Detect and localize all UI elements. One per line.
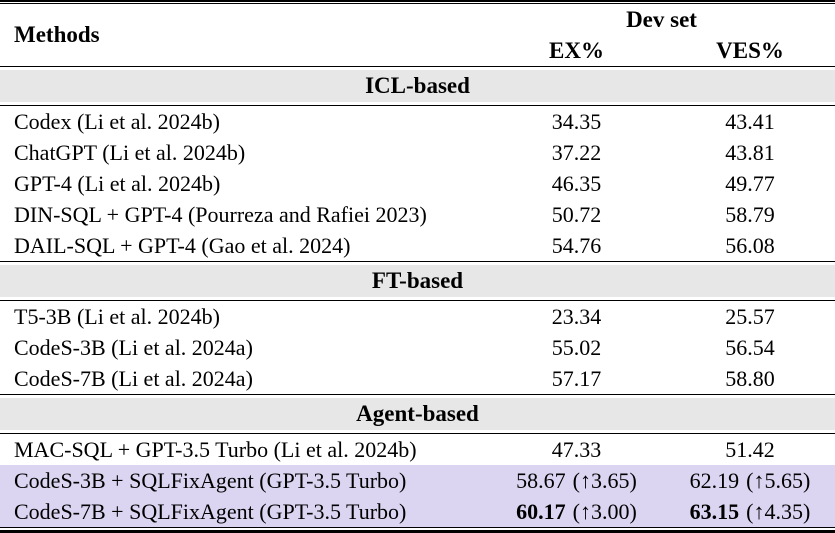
method-cell: MAC-SQL + GPT-3.5 Turbo (Li et al. 2024b… bbox=[14, 437, 417, 462]
section-title: ICL-based bbox=[0, 70, 835, 102]
table-bottom-rule-thick bbox=[0, 530, 835, 533]
table-top-rule-thick bbox=[0, 0, 835, 2]
table-row: DAIL-SQL + GPT-4 (Gao et al. 2024) 54.76… bbox=[0, 230, 835, 262]
method-cell: DAIL-SQL + GPT-4 (Gao et al. 2024) bbox=[14, 233, 351, 258]
ves-cell: 58.80 bbox=[725, 366, 775, 391]
ves-cell: 43.81 bbox=[725, 140, 775, 165]
section-header-ft-based: FT-based bbox=[0, 261, 835, 301]
ves-cell: 49.77 bbox=[725, 171, 775, 196]
ex-cell: 47.33 bbox=[551, 437, 602, 462]
ves-delta: (↑5.65) bbox=[746, 468, 811, 493]
header-row-metrics: EX% VES% bbox=[0, 35, 835, 67]
table-row-highlighted-best: CodeS-7B + SQLFixAgent (GPT-3.5 Turbo) 6… bbox=[0, 496, 835, 528]
ves-cell: 56.54 bbox=[725, 335, 775, 360]
table-row: T5-3B (Li et al. 2024b) 23.34 25.57 bbox=[0, 301, 835, 333]
ex-cell: 46.35 bbox=[551, 171, 602, 196]
table-row: GPT-4 (Li et al. 2024b) 46.35 49.77 bbox=[0, 168, 835, 199]
method-cell: T5-3B (Li et al. 2024b) bbox=[14, 304, 220, 329]
ves-value: 63.15 bbox=[689, 499, 740, 524]
ex-cell: 58.67 (↑3.65) bbox=[488, 465, 665, 496]
method-cell: CodeS-3B + SQLFixAgent (GPT-3.5 Turbo) bbox=[0, 465, 488, 496]
ex-cell: 37.22 bbox=[551, 140, 602, 165]
ex-value: 60.17 bbox=[516, 499, 566, 524]
table-row: DIN-SQL + GPT-4 (Pourreza and Rafiei 202… bbox=[0, 199, 835, 230]
ves-cell: 25.57 bbox=[725, 304, 775, 329]
col-group-dev-set: Dev set bbox=[626, 6, 697, 32]
ves-cell: 58.79 bbox=[725, 202, 775, 227]
ex-cell: 57.17 bbox=[551, 366, 602, 391]
ves-cell: 43.41 bbox=[725, 109, 775, 134]
section-header-icl-based: ICL-based bbox=[0, 66, 835, 106]
results-table: Methods Dev set EX% VES% ICL-based Codex… bbox=[0, 4, 835, 528]
header-row-group: Methods Dev set bbox=[0, 4, 835, 48]
ex-cell: 54.76 bbox=[551, 233, 602, 258]
ex-cell: 34.35 bbox=[551, 109, 602, 134]
ves-cell: 62.19 (↑5.65) bbox=[665, 465, 835, 496]
method-cell: GPT-4 (Li et al. 2024b) bbox=[14, 171, 221, 196]
ex-cell: 50.72 bbox=[551, 202, 602, 227]
section-title: FT-based bbox=[0, 265, 835, 297]
method-cell: ChatGPT (Li et al. 2024b) bbox=[14, 140, 246, 165]
method-cell: DIN-SQL + GPT-4 (Pourreza and Rafiei 202… bbox=[14, 202, 427, 227]
ex-delta: (↑3.00) bbox=[572, 499, 637, 524]
table-row: CodeS-3B (Li et al. 2024a) 55.02 56.54 bbox=[0, 332, 835, 363]
ves-value: 62.19 bbox=[689, 468, 740, 493]
table-header: Methods Dev set EX% VES% bbox=[0, 4, 835, 67]
ex-delta: (↑3.65) bbox=[572, 468, 637, 493]
method-cell: CodeS-7B (Li et al. 2024a) bbox=[14, 366, 253, 391]
ves-cell: 51.42 bbox=[725, 437, 775, 462]
table-top-rule-thin bbox=[0, 3, 835, 4]
ex-cell: 23.34 bbox=[551, 304, 602, 329]
table-row: Codex (Li et al. 2024b) 34.35 43.41 bbox=[0, 106, 835, 138]
col-header-ves: VES% bbox=[716, 37, 784, 63]
method-cell: CodeS-7B + SQLFixAgent (GPT-3.5 Turbo) bbox=[0, 496, 488, 528]
ex-cell: 55.02 bbox=[551, 335, 602, 360]
col-header-methods: Methods bbox=[14, 22, 100, 47]
table-row-highlighted: CodeS-3B + SQLFixAgent (GPT-3.5 Turbo) 5… bbox=[0, 465, 835, 496]
ex-cell: 60.17 (↑3.00) bbox=[488, 496, 665, 528]
table-row: ChatGPT (Li et al. 2024b) 37.22 43.81 bbox=[0, 137, 835, 168]
ex-value: 58.67 bbox=[516, 468, 566, 493]
section-title: Agent-based bbox=[0, 398, 835, 430]
ves-cell: 56.08 bbox=[725, 233, 775, 258]
method-cell: Codex (Li et al. 2024b) bbox=[14, 109, 220, 134]
table-top-rule-gap bbox=[0, 2, 835, 3]
ves-cell: 63.15 (↑4.35) bbox=[665, 496, 835, 528]
table-row: CodeS-7B (Li et al. 2024a) 57.17 58.80 bbox=[0, 363, 835, 395]
ves-delta: (↑4.35) bbox=[746, 499, 811, 524]
col-header-ex: EX% bbox=[549, 37, 604, 63]
table-row: MAC-SQL + GPT-3.5 Turbo (Li et al. 2024b… bbox=[0, 434, 835, 466]
section-header-agent-based: Agent-based bbox=[0, 394, 835, 434]
method-cell: CodeS-3B (Li et al. 2024a) bbox=[14, 335, 253, 360]
